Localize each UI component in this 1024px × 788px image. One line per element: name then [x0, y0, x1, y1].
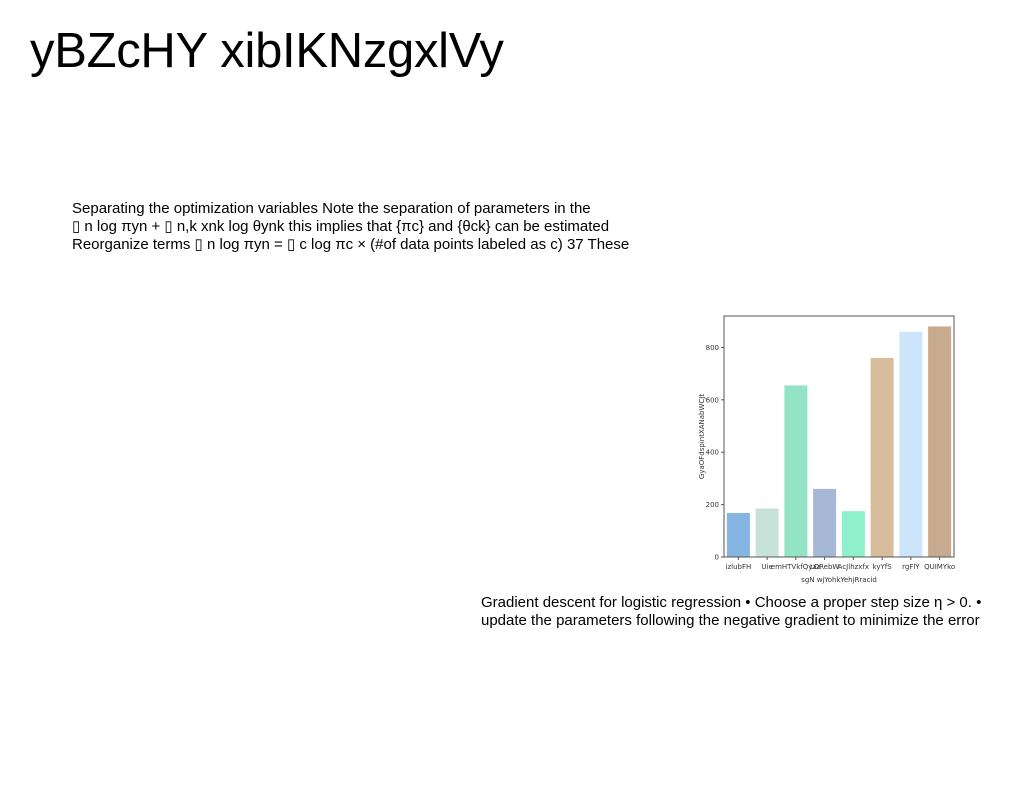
paragraph-line: update the parameters following the nega…	[481, 612, 980, 629]
y-tick-label: 200	[706, 501, 719, 509]
x-tick-label: LORebW	[810, 563, 839, 571]
x-tick-label: kyYfS	[873, 563, 893, 571]
bar	[870, 357, 894, 557]
bar	[784, 385, 808, 557]
bar	[813, 488, 837, 557]
x-tick-label: QUIMYko	[924, 563, 955, 571]
y-tick-label: 800	[706, 344, 719, 352]
paragraph-line: Gradient descent for logistic regression…	[481, 594, 982, 611]
paragraph-gradient-descent: Gradient descent for logistic regression…	[481, 594, 981, 630]
bar-chart-svg: 0 200 400 600 800 izlubFH UieemHTVkfQyaaLORebW…	[698, 315, 955, 584]
bar	[899, 331, 923, 557]
bar-chart: 0 200 400 600 800 izlubFH Uie emHTVkfQyaa LORebW…	[692, 306, 964, 590]
plot-frame	[723, 315, 955, 558]
x-tick-label: rgFlY	[902, 563, 920, 571]
paragraph-optimization: Separating the optimization variables No…	[72, 200, 629, 254]
bar	[841, 511, 865, 557]
x-tick-label: emHTVkfQyaa	[771, 563, 821, 571]
x-axis-label: sgN wjYohkYehjRracid	[801, 576, 877, 584]
paragraph-line: Reorganize terms ▯ n log πyn = ▯ c log π…	[72, 236, 630, 253]
y-tick-label: 400	[706, 449, 719, 457]
bar	[928, 326, 952, 557]
slide-title: yBZcHY xibIKNzgxlVy	[30, 24, 504, 78]
y-tick-label: 0	[715, 554, 719, 562]
bar	[755, 508, 779, 557]
y-tick-label: 600	[706, 396, 719, 404]
x-tick-label: izlubFH	[726, 563, 752, 571]
x-tick-label: Uie	[761, 563, 772, 571]
bar	[726, 512, 750, 557]
paragraph-line: Separating the optimization variables No…	[72, 200, 591, 217]
x-tick-label: AcJlhzxfx	[838, 563, 869, 571]
y-axis-label: GyaOFdspintXANabWCJt	[698, 394, 706, 479]
paragraph-line: ▯ n log πyn + ▯ n,k xnk log θynk this im…	[72, 218, 610, 235]
